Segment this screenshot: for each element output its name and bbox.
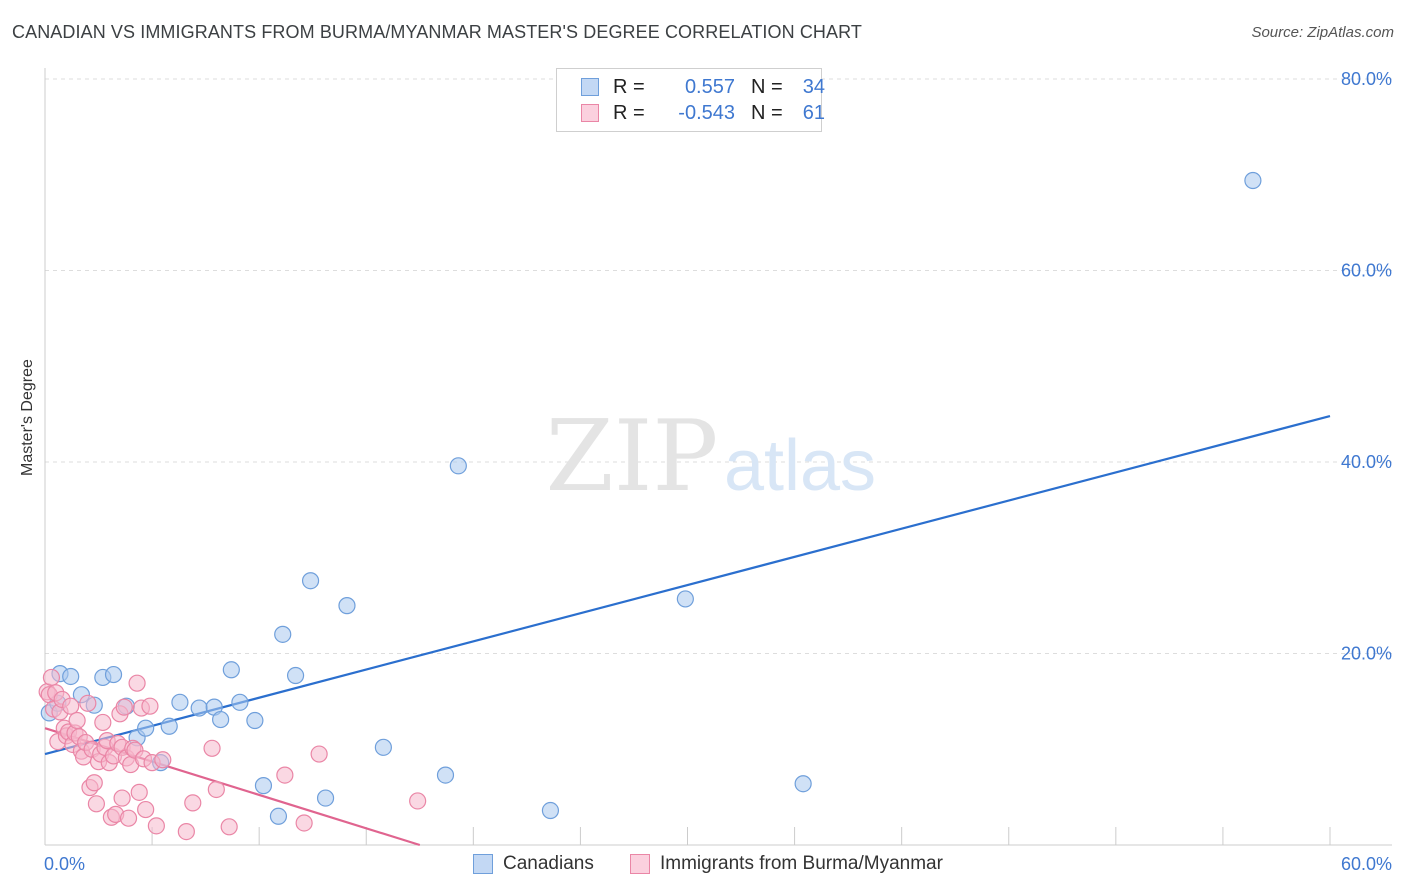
burma-point — [137, 800, 155, 819]
canadian-point — [269, 807, 288, 825]
legend-row-burma: R = -0.543 N = 61 — [581, 100, 825, 126]
data-points — [38, 171, 1262, 841]
burma-point — [203, 739, 221, 757]
canadian-point — [222, 661, 240, 679]
legend-swatch-blue — [581, 78, 599, 96]
correlation-legend: R = 0.557 N = 34 R = -0.543 N = 61 — [556, 68, 825, 132]
canadian-point — [231, 693, 249, 711]
bottom-legend-burma: Immigrants from Burma/Myanmar — [630, 852, 943, 876]
canadian-point — [171, 693, 189, 711]
legend-r-label: R = — [613, 101, 645, 124]
watermark-atlas: atlas — [724, 426, 876, 506]
burma-point — [220, 818, 238, 836]
burma-point — [177, 822, 195, 841]
tick-labels: 20.0% 40.0% 60.0% 80.0% 0.0% 60.0% — [44, 69, 1392, 874]
y-tick-label: 60.0% — [1341, 261, 1392, 281]
canadian-point — [62, 667, 80, 686]
legend-r-value: -0.543 — [678, 101, 735, 124]
legend-n-label: N = — [751, 75, 783, 98]
canadian-point — [338, 597, 356, 615]
burma-point — [128, 674, 146, 692]
bottom-legend-swatch-blue — [473, 854, 493, 874]
burma-point — [147, 817, 165, 835]
canadian-point — [316, 789, 335, 807]
burma-point — [68, 711, 86, 730]
legend-n-label: N = — [751, 101, 783, 124]
legend-n-value: 34 — [802, 75, 825, 98]
burma-point — [87, 795, 106, 813]
burma-point — [409, 792, 427, 810]
burma-point — [130, 783, 148, 801]
burma-point — [42, 668, 61, 687]
canadian-point — [104, 665, 123, 684]
axes — [44, 68, 1392, 846]
canadian-point — [274, 625, 292, 643]
x-tick-label: 0.0% — [44, 854, 85, 874]
watermark: ZIP atlas — [546, 400, 876, 514]
burma-point — [141, 697, 159, 715]
legend-r-label: R = — [613, 75, 645, 98]
x-tick-label: 60.0% — [1341, 854, 1392, 874]
burma-point — [85, 774, 103, 792]
y-axis-label: Master's Degree — [19, 359, 36, 476]
legend-swatch-pink — [581, 104, 599, 122]
burma-point — [94, 713, 112, 732]
y-tick-label: 80.0% — [1341, 69, 1392, 89]
burma-point — [295, 814, 313, 832]
burma-point — [119, 809, 138, 827]
watermark-zip: ZIP — [546, 400, 719, 514]
canadians-trend-line — [44, 414, 1331, 756]
bottom-legend-label: Canadians — [503, 853, 594, 874]
canadian-point — [436, 766, 455, 784]
burma-point — [62, 697, 80, 715]
canadian-point — [254, 777, 273, 795]
canadian-point — [137, 719, 155, 737]
canadian-point — [1244, 171, 1262, 190]
burma-point — [184, 794, 202, 812]
canadian-point — [301, 572, 320, 590]
burma-point — [276, 766, 294, 784]
canadian-point — [286, 666, 305, 685]
y-tick-label: 40.0% — [1341, 452, 1392, 472]
chart-title: CANADIAN VS IMMIGRANTS FROM BURMA/MYANMA… — [12, 22, 863, 42]
burma-point — [310, 745, 328, 763]
grid-lines — [45, 78, 1392, 654]
burma-point — [207, 780, 225, 799]
canadian-point — [676, 590, 694, 608]
y-tick-label: 20.0% — [1341, 644, 1392, 664]
burma-point — [115, 698, 133, 716]
legend-r-value: 0.557 — [684, 75, 735, 98]
legend-row-canadians: R = 0.557 N = 34 — [581, 74, 825, 100]
bottom-legend-canadians: Canadians — [473, 852, 594, 876]
canadian-point — [160, 717, 178, 735]
bottom-legend-label: Immigrants from Burma/Myanmar — [660, 853, 943, 874]
burma-point — [113, 789, 131, 807]
canadian-point — [190, 699, 208, 717]
canadian-point — [374, 738, 392, 756]
canadian-point — [449, 457, 467, 475]
legend-n-value: 61 — [802, 101, 825, 124]
burma-point — [79, 694, 97, 712]
canadian-point — [246, 711, 264, 730]
bottom-legend-swatch-pink — [630, 854, 650, 874]
burma-point — [154, 751, 172, 769]
canadian-point — [541, 801, 560, 820]
canadian-point — [212, 710, 230, 729]
source-label: Source: ZipAtlas.com — [1251, 24, 1394, 41]
canadian-point — [794, 775, 812, 793]
